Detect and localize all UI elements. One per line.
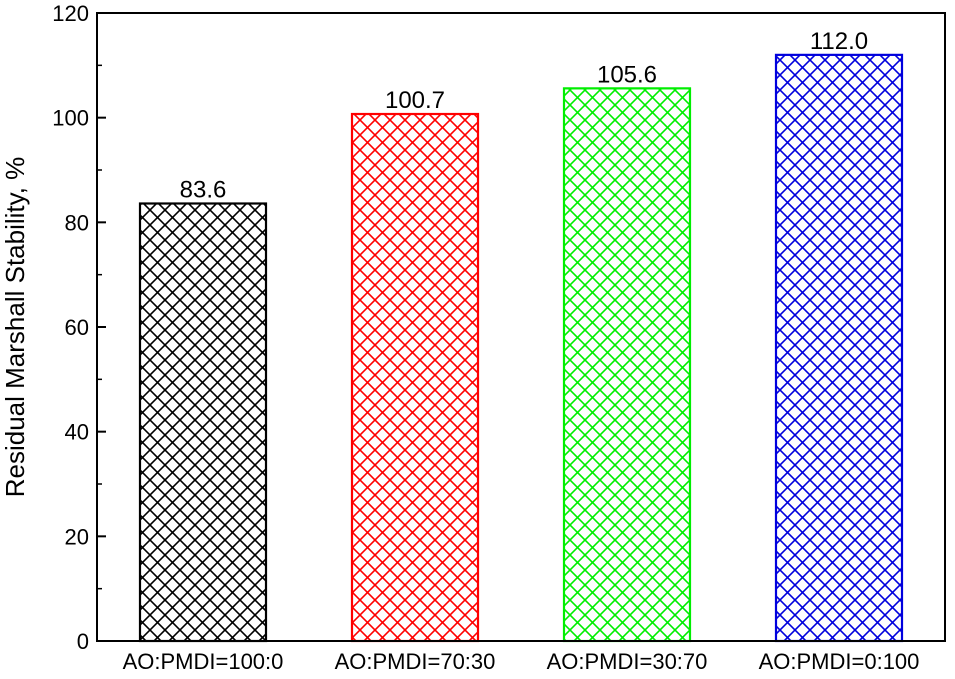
x-tick-label: AO:PMDI=70:30 [335, 649, 496, 674]
y-axis: 0 20 40 60 80 100 120 [52, 1, 106, 654]
bar-2 [350, 112, 480, 643]
bar-value-label: 105.6 [597, 61, 657, 88]
y-tick-label: 40 [65, 420, 89, 445]
bar-3 [562, 87, 692, 643]
x-axis: AO:PMDI=100:0 AO:PMDI=70:30 AO:PMDI=30:70 A… [123, 649, 920, 674]
y-axis-title: Residual Marshall Stability, % [0, 157, 30, 498]
bar-value-label: 112.0 [810, 28, 868, 55]
y-tick-label: 100 [52, 106, 89, 131]
x-tick-label: AO:PMDI=100:0 [123, 649, 284, 674]
y-tick-label: 120 [52, 1, 89, 26]
y-tick-label: 80 [65, 210, 89, 235]
x-tick-label: AO:PMDI=30:70 [547, 649, 708, 674]
y-tick-label: 20 [65, 524, 89, 549]
bar-value-label: 83.6 [180, 176, 227, 203]
bar-4 [774, 53, 904, 643]
bar-value-label: 100.7 [385, 87, 445, 114]
bar-1 [138, 202, 268, 643]
bars-layer: 83.6 100.7 105.6 112.0 [138, 28, 904, 643]
x-tick-label: AO:PMDI=0:100 [759, 649, 920, 674]
y-tick-label: 60 [65, 315, 89, 340]
y-tick-label: 0 [77, 629, 89, 654]
